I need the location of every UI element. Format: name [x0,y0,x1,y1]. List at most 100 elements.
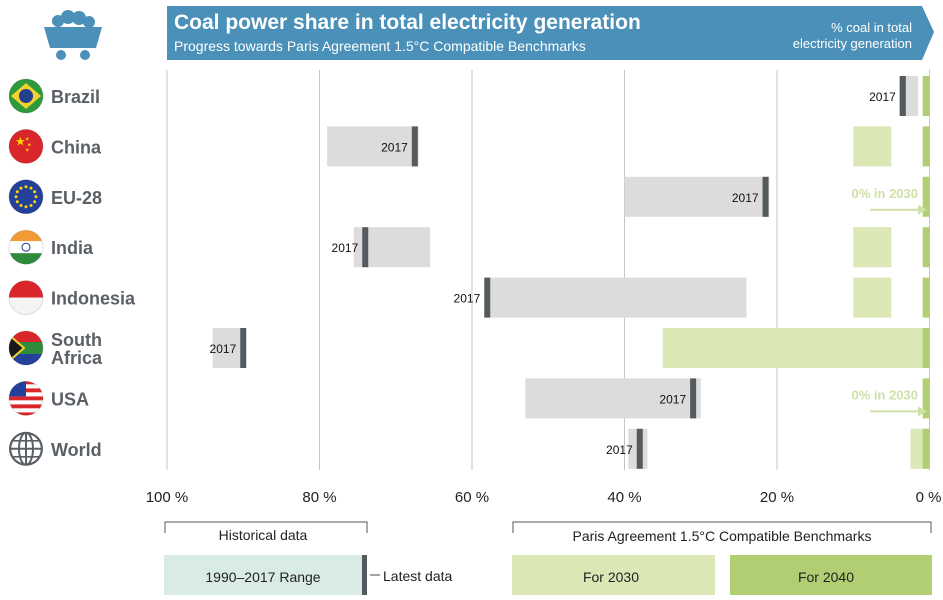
flag-part [15,190,19,194]
zero-2030-annotation: 0% in 2030 [852,186,919,201]
latest-marker [411,126,418,167]
country-label: China [51,137,102,157]
benchmarks-bracket [512,521,932,533]
flag-clip [9,381,43,416]
globe-icon [9,431,43,466]
country-label: EU-28 [51,188,102,208]
flag-part [29,186,33,190]
year-label: 2017 [381,140,408,154]
benchmark-2040-bar [922,176,930,217]
legend-2040-swatch [730,555,932,595]
zero-2030-annotation: 0% in 2030 [852,387,919,402]
x-tick-label: 80 % [302,489,336,506]
flag-part [9,404,43,409]
flag-clip [9,179,43,214]
year-label: 2017 [332,241,359,255]
flag-part [9,400,43,405]
flag-part: ★ [25,136,30,142]
flag-south-africa-icon [8,330,44,366]
latest-marker [240,328,247,368]
latest-marker [362,227,369,268]
flag-outline [8,380,44,416]
unit-label-line1: % coal in total [831,20,912,35]
benchmark-2040-bar [922,428,930,469]
flag-clip [9,431,43,466]
flag-clip [9,280,43,315]
flag-part: ★ [15,134,26,148]
unit-label-line2: electricity generation [793,36,912,51]
legend-2030-swatch [512,555,715,595]
flag-outline [8,229,44,265]
flag-part [9,354,43,365]
flag-part [24,205,28,209]
year-label: 2017 [210,342,237,356]
benchmark-2040-bar [922,227,930,268]
x-axis: 100 % 80 % 60 % 40 % 20 % 0 % [146,489,942,506]
latest-marker [690,378,697,419]
flag-part [9,280,43,298]
benchmark-2040-bar [922,277,930,318]
coal-cart-icon [44,10,102,60]
zero-2030-arrowhead [918,204,927,215]
legend-2040-label: For 2040 [798,569,854,585]
latest-marker [484,277,491,318]
country-label: South Africa [51,330,103,368]
flag-part: ★ [27,142,32,148]
flag-part [9,297,43,315]
legend-range-label: 1990–2017 Range [205,569,320,585]
flag-part [9,396,43,401]
x-tick-label: 40 % [607,489,641,506]
benchmark-2040-bar [922,126,930,167]
flag-clip [9,331,43,365]
range-bar [212,328,244,368]
year-label: 2017 [732,191,759,205]
range-bar [487,277,747,318]
country-label-line: South [51,330,102,350]
range-bar [327,126,419,167]
flag-clip [9,79,43,113]
chart-subtitle: Progress towards Paris Agreement 1.5°C C… [174,38,586,54]
flag-china-icon: ★ ★★★ [8,128,44,164]
flag-part [21,242,31,252]
country-label: World [51,440,102,460]
flag-indonesia-icon [8,280,44,316]
zero-2030-arrowhead [918,406,927,417]
flag-part [34,195,38,199]
country-label: USA [51,389,89,409]
chart-title: Coal power share in total electricity ge… [174,11,641,34]
flag-outline [8,78,44,114]
flag-part [33,190,37,194]
flag-part [9,381,26,397]
benchmark-2040-bar [922,378,930,419]
range-bar [525,378,701,419]
latest-marker [636,428,643,469]
benchmark-2030-bar [853,227,892,268]
legend-latest-marker [362,555,367,595]
x-tick-label: 20 % [760,489,794,506]
x-tick-label: 60 % [455,489,489,506]
flag-outline [8,179,44,215]
benchmark-2030-bar [662,328,930,368]
flag-part [9,408,43,413]
country-label: Brazil [51,87,100,107]
benchmark-2030-bar [853,277,892,318]
year-label: 2017 [869,90,896,104]
data-bars: 2017 2017 2017 2017 2017 2017 2017 2017 0% in 20… [210,76,930,469]
historical-bracket [164,521,368,533]
header-banner-bg [167,6,934,60]
flag-india-icon [8,229,44,265]
flag-clip [9,230,43,265]
legend-latest-label: Latest data [383,568,452,584]
flag-part [14,195,18,199]
flag-part [19,203,23,207]
year-label: 2017 [606,443,633,457]
benchmark-2030-bar [910,428,926,469]
flag-outline [8,128,44,164]
benchmark-2040-bar [922,76,930,116]
header-banner: Coal power share in total electricity ge… [167,6,934,60]
flag-part: ★ [25,147,30,153]
latest-marker [762,176,769,217]
flag-part [9,129,43,164]
flag-usa-icon [8,380,44,416]
